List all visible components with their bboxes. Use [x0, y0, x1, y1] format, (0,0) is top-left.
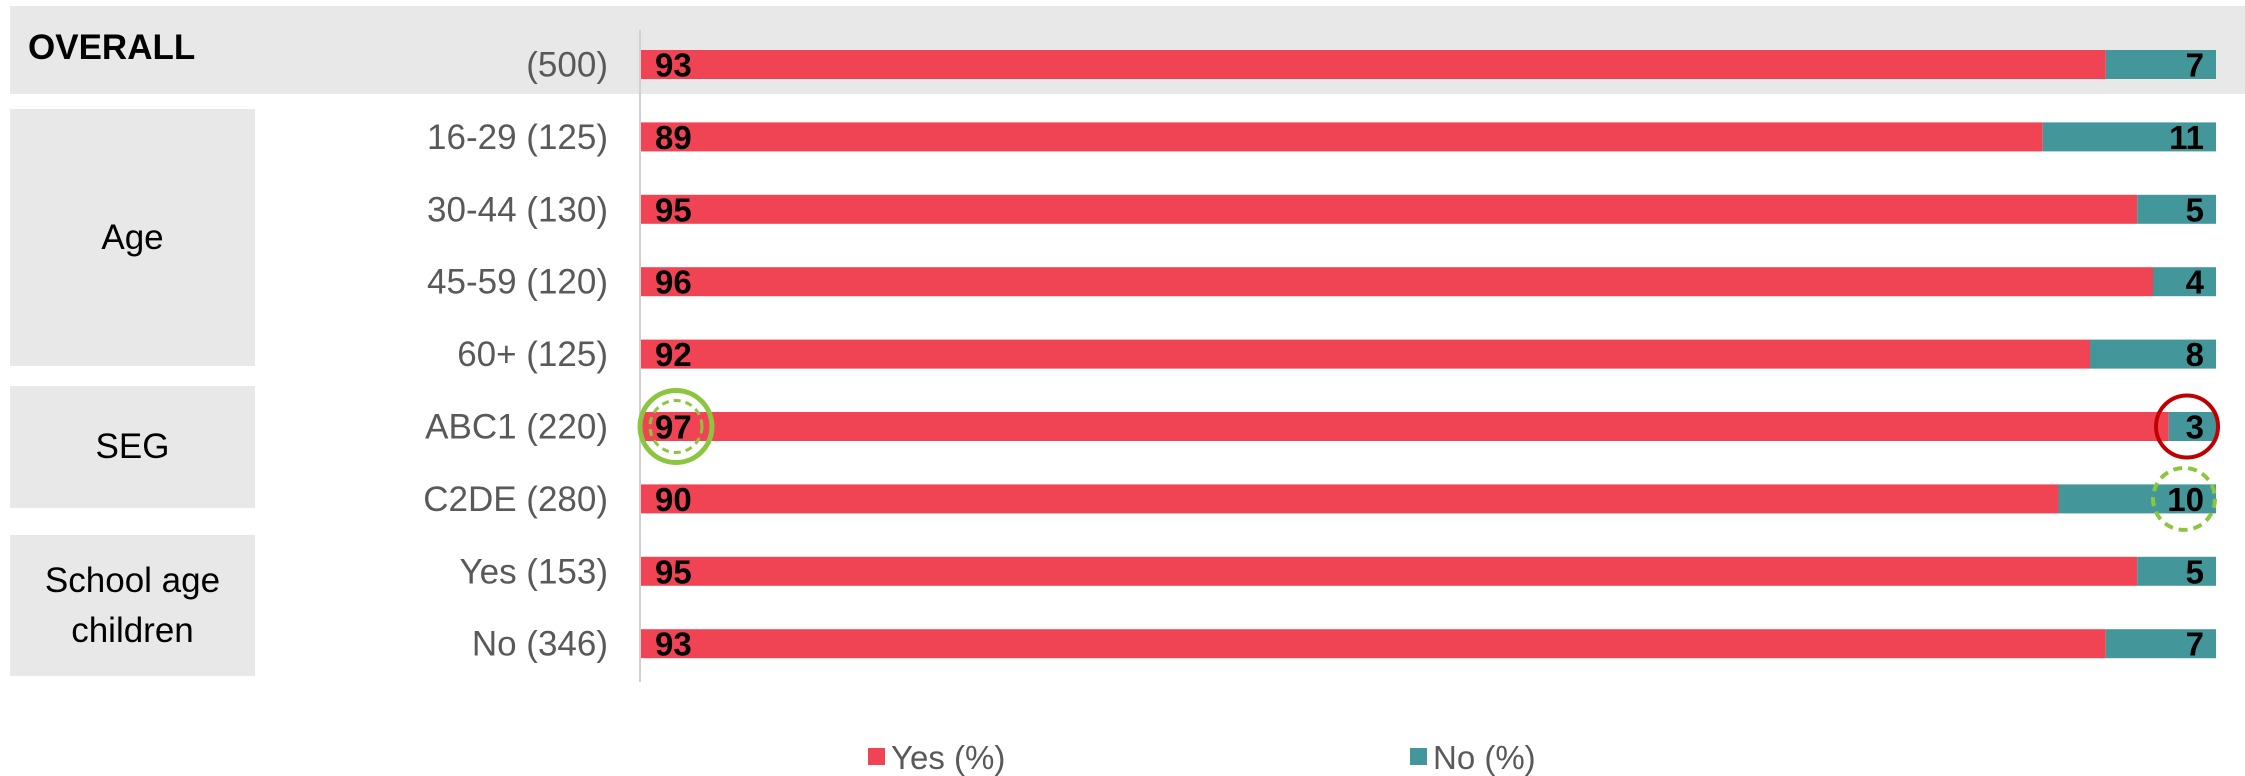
highlight-circle-green	[637, 388, 715, 465]
seg-group-box	[10, 386, 255, 508]
category-label: 60+ (125)	[457, 335, 608, 374]
highlight-circle-green-dashed	[2151, 465, 2217, 532]
category-label: 45-59 (120)	[427, 263, 608, 302]
data-label-yes: 90	[655, 481, 692, 518]
data-label-yes: 95	[655, 191, 692, 228]
bar-yes	[641, 267, 2153, 297]
category-label: 30-44 (130)	[427, 190, 608, 229]
bar-yes	[641, 412, 2169, 441]
data-label-no: 8	[2186, 336, 2204, 373]
data-label-no: 11	[2169, 119, 2204, 156]
legend-label-no: No (%)	[1433, 739, 1536, 776]
age-group-box	[10, 109, 255, 366]
data-label-yes: 92	[655, 336, 692, 373]
data-label-no: 3	[2186, 409, 2204, 446]
data-label-no: 5	[2186, 191, 2204, 228]
data-label-yes: 93	[655, 47, 692, 84]
legend-swatch-no	[1410, 748, 1427, 765]
data-label-no: 7	[2186, 47, 2204, 84]
bar-no	[2042, 122, 2216, 152]
school-group-label-line1: School age	[44, 560, 221, 600]
category-label: Yes (153)	[459, 552, 608, 591]
school-group-label-line2: children	[71, 610, 194, 650]
bar-yes	[641, 339, 2090, 369]
age-group-label: Age	[101, 217, 164, 257]
category-label: C2DE (280)	[423, 480, 608, 519]
bar-no	[2058, 484, 2216, 514]
bar-yes	[641, 122, 2043, 152]
bar-yes	[641, 194, 2138, 224]
category-label: No (346)	[472, 625, 608, 664]
school-group-label: School age children	[10, 535, 255, 676]
data-label-no: 10	[2167, 481, 2204, 518]
school-group-box	[10, 535, 255, 676]
seg-group-label: SEG	[95, 427, 170, 466]
bar-yes	[641, 484, 2059, 514]
legend-swatch-yes	[868, 748, 885, 765]
category-label: (500)	[526, 46, 608, 85]
bar-no	[2153, 267, 2216, 297]
data-label-no: 7	[2186, 626, 2204, 663]
bar-yes	[641, 50, 2106, 79]
bar-no	[2137, 556, 2216, 586]
data-label-yes: 95	[655, 553, 692, 590]
data-label-yes: 96	[655, 264, 692, 301]
bar-yes	[641, 556, 2138, 586]
data-label-no: 5	[2186, 553, 2204, 590]
data-label-yes: 89	[655, 119, 692, 156]
data-label-yes: 97	[655, 409, 692, 446]
category-label: 16-29 (125)	[427, 118, 608, 157]
overall-label: OVERALL	[28, 28, 196, 67]
legend-label-yes: Yes (%)	[891, 739, 1005, 776]
category-label: ABC1 (220)	[425, 408, 608, 447]
data-label-yes: 93	[655, 626, 692, 663]
highlight-circle-green-inner	[648, 399, 704, 454]
bar-no	[2090, 339, 2216, 369]
bar-no	[2137, 194, 2216, 224]
bar-no	[2105, 629, 2216, 659]
data-label-no: 4	[2186, 264, 2205, 301]
highlight-circle-red	[2154, 393, 2220, 460]
bar-no	[2105, 50, 2216, 79]
bar-yes	[641, 629, 2106, 659]
bar-no	[2168, 412, 2216, 441]
